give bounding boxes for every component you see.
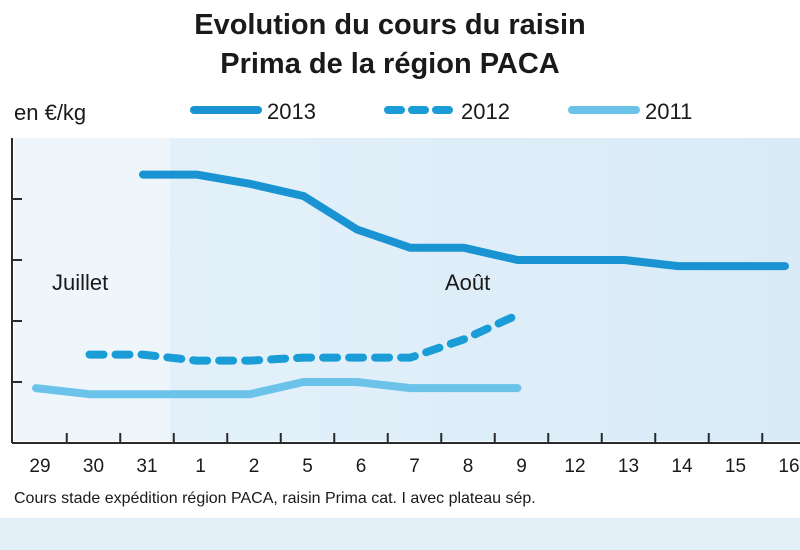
x-tick-label: 15 xyxy=(725,456,746,477)
x-tick-label: 1 xyxy=(195,456,206,477)
x-tick-label: 8 xyxy=(463,456,474,477)
legend-label-2011: 2011 xyxy=(645,99,692,124)
source-note: Cours stade expédition région PACA, rais… xyxy=(14,490,536,507)
y-axis-ticks xyxy=(12,198,22,383)
x-axis-tick-labels: 29 30 31 1 2 5 6 7 8 9 12 13 14 15 16 xyxy=(29,456,799,477)
legend: 2013 2012 2011 xyxy=(190,99,692,124)
x-tick-label: 13 xyxy=(618,456,639,477)
series-line-2013 xyxy=(139,170,789,271)
x-tick-label: 5 xyxy=(302,456,313,477)
y-axis-unit-label: en €/kg xyxy=(14,100,86,125)
legend-label-2013: 2013 xyxy=(267,99,316,124)
x-tick-label: 6 xyxy=(356,456,367,477)
chart-title-line-2: Prima de la région PACA xyxy=(220,48,560,80)
x-tick-label: 30 xyxy=(83,456,104,477)
x-tick-label: 14 xyxy=(671,456,693,477)
x-tick-label: 12 xyxy=(564,456,585,477)
series-line-2012 xyxy=(85,310,522,365)
x-tick-label: 31 xyxy=(136,456,157,477)
series-line-2011 xyxy=(32,378,522,399)
x-tick-label: 2 xyxy=(249,456,260,477)
footer-band xyxy=(0,518,800,550)
legend-label-2012: 2012 xyxy=(461,99,510,124)
month-label-aout: Août xyxy=(445,270,490,295)
month-label-juillet: Juillet xyxy=(52,270,108,295)
x-tick-label: 29 xyxy=(29,456,50,477)
x-axis-ticks xyxy=(65,433,764,443)
x-tick-label: 9 xyxy=(516,456,527,477)
x-tick-label: 7 xyxy=(409,456,420,477)
chart-title-line-1: Evolution du cours du raisin xyxy=(194,9,586,41)
series-lines xyxy=(32,170,789,399)
x-tick-label: 16 xyxy=(778,456,799,477)
